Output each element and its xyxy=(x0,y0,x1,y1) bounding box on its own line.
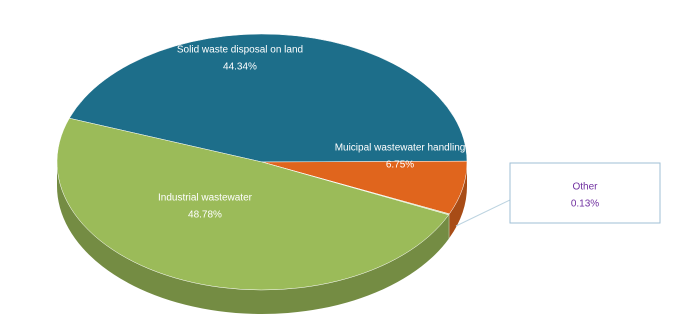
value-label: 44.34% xyxy=(223,62,257,73)
slice xyxy=(68,33,468,163)
slice-side xyxy=(448,213,450,239)
value-label: 0.13% xyxy=(571,199,599,210)
slice-side xyxy=(57,162,449,314)
slice xyxy=(56,117,450,291)
slice-label: Industrial wastewater xyxy=(158,193,253,204)
slice-label: Solid waste disposal on land xyxy=(177,45,303,56)
slice-label: Other xyxy=(572,182,598,193)
value-label: 48.78% xyxy=(188,210,222,221)
value-label: 6.75% xyxy=(386,160,414,171)
leader-line xyxy=(455,199,511,227)
label-box xyxy=(509,162,661,224)
slice-label: Muicipal wastewater handling xyxy=(335,143,466,154)
slice-side xyxy=(449,162,467,238)
